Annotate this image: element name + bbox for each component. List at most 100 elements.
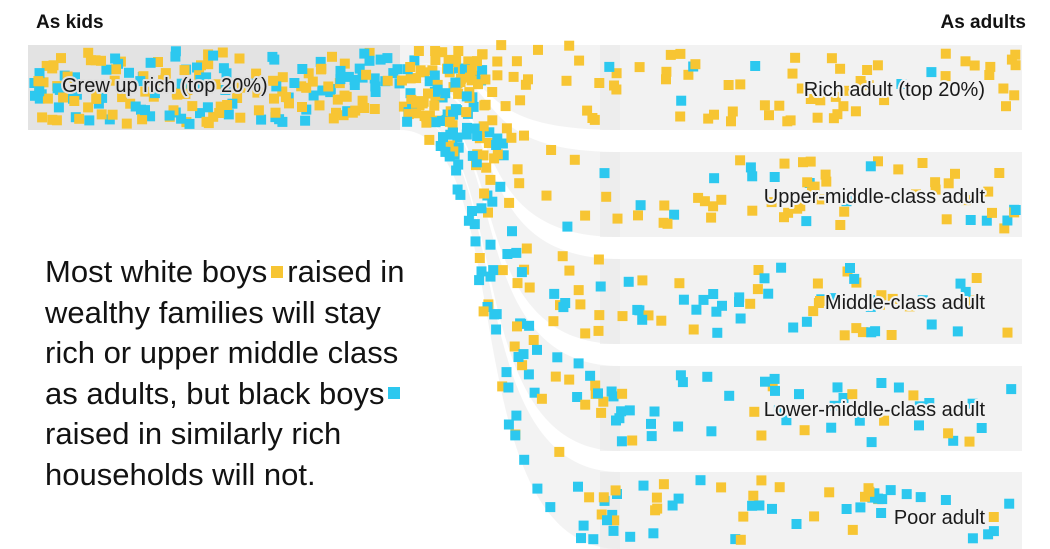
band-dot-black — [706, 426, 717, 437]
band-dot-white — [735, 79, 746, 90]
band-dot-white — [971, 273, 982, 283]
band-dot-black — [1002, 215, 1013, 226]
source-dot-black — [256, 114, 267, 125]
source-dot-black — [409, 55, 420, 66]
band-dot-black — [1004, 498, 1015, 509]
source-dot-black — [269, 54, 280, 65]
flow-dot-black — [529, 387, 540, 398]
source-dot-black — [34, 86, 45, 97]
target-label-rich: Rich adult (top 20%) — [804, 79, 985, 101]
band-dot-black — [893, 382, 904, 393]
band-dot-white — [830, 91, 841, 102]
source-dot-white — [323, 81, 334, 92]
source-dot-white — [331, 107, 341, 118]
band-dot-black — [730, 534, 741, 545]
flow-dot-white — [512, 164, 523, 175]
band-dot-black — [865, 295, 875, 306]
source-dot-white — [56, 53, 66, 64]
band-dot-white — [796, 83, 807, 94]
annotation-line3: rich or upper middle class — [45, 335, 399, 370]
source-dot-white — [316, 64, 326, 75]
flow-dot-white — [479, 188, 490, 199]
band-dot-black — [669, 209, 680, 220]
source-dot-black — [145, 57, 156, 68]
flow-dot-black — [573, 358, 584, 369]
source-dot-black — [335, 65, 346, 76]
band-dot-white — [988, 512, 999, 522]
source-dot-white — [69, 96, 80, 106]
flow-dot-black — [432, 84, 443, 95]
source-dot-black — [220, 85, 231, 95]
band-dot-white — [1010, 49, 1021, 60]
band-dot-black — [876, 378, 887, 388]
band-dot-black — [635, 200, 646, 211]
band-dot-black — [801, 316, 812, 327]
band-dot-white — [752, 284, 763, 295]
flow-dot-black — [485, 271, 496, 282]
flow-ribbon-upper-middle — [400, 62, 620, 237]
flow-dot-white — [492, 56, 503, 67]
flow-dot-white — [455, 73, 466, 84]
flow-dot-black — [562, 221, 573, 232]
source-dot-white — [357, 95, 368, 106]
band-dot-black — [646, 418, 656, 429]
flow-dot-black — [532, 483, 543, 494]
band-dot-white — [985, 61, 996, 72]
flow-dot-white — [496, 40, 507, 51]
band-dot-white — [820, 169, 831, 180]
source-dot-black — [176, 78, 187, 89]
band-dot-black — [695, 475, 706, 486]
band-dot-black — [585, 370, 596, 381]
band-dot-white — [693, 192, 704, 203]
band-dot-white — [584, 492, 595, 503]
band-dot-white — [726, 116, 736, 127]
band-dot-black — [675, 370, 686, 381]
band-dot-white — [839, 330, 850, 341]
band-dot-white — [580, 399, 591, 410]
band-dot-white — [759, 100, 770, 111]
flow-dot-black — [443, 63, 454, 74]
source-dot-black — [130, 101, 141, 112]
band-dot-black — [773, 405, 784, 416]
flow-dot-white — [497, 265, 508, 276]
source-dot-white — [58, 92, 69, 103]
flow-dot-black — [440, 88, 451, 99]
flow-dot-white — [461, 107, 472, 118]
flow-dot-white — [478, 150, 489, 161]
band-dot-white — [749, 406, 760, 417]
flow-dot-white — [550, 371, 561, 382]
flow-dot-black — [552, 352, 563, 363]
band-dot-black — [866, 327, 877, 338]
band-dot-black — [602, 515, 612, 526]
source-dot-black — [192, 62, 202, 73]
flow-dot-black — [469, 123, 480, 134]
band-dot-black — [791, 519, 802, 529]
band-dot-white — [824, 487, 835, 498]
band-dot-black — [788, 322, 799, 333]
band-dot-white — [808, 306, 819, 317]
band-dot-white — [874, 299, 885, 310]
flow-dot-white — [448, 146, 459, 157]
source-dot-black — [227, 98, 238, 109]
flow-dot-black — [476, 266, 487, 277]
band-dot-white — [795, 201, 806, 212]
band-dot-white — [960, 56, 971, 67]
flow-dot-white — [515, 95, 526, 106]
flow-dot-white — [413, 46, 424, 56]
band-dot-white — [969, 60, 980, 71]
band-dot-white — [665, 49, 676, 60]
flow-dot-black — [510, 430, 521, 441]
source-dot-white — [217, 47, 228, 58]
band-dot-black — [614, 413, 625, 424]
flow-dot-white — [474, 253, 485, 263]
source-dot-black — [308, 90, 319, 101]
flow-dot-black — [532, 344, 542, 355]
flow-dot-black — [588, 534, 599, 545]
flow-ribbon-middle — [400, 79, 620, 344]
flow-dot-black — [513, 352, 524, 362]
band-dot-white — [873, 156, 883, 167]
flow-dot-white — [519, 130, 529, 141]
flow-dot-white — [497, 381, 508, 392]
band-dot-white — [940, 48, 951, 59]
